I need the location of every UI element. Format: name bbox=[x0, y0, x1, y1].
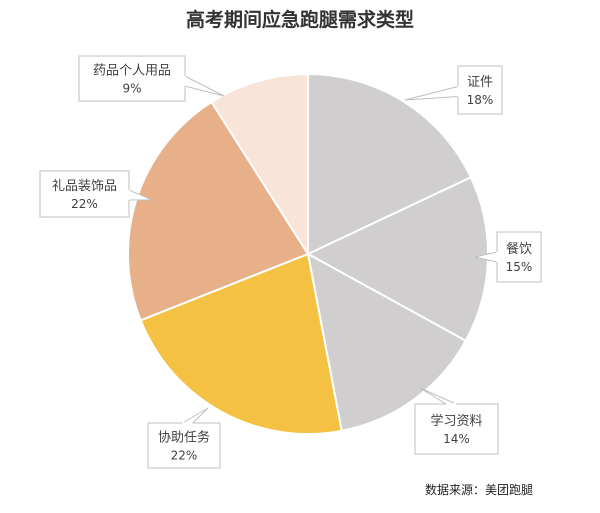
slice-label-name: 餐饮 bbox=[506, 241, 532, 257]
pie-slice-4 bbox=[139, 252, 343, 435]
slice-label-value: 9% bbox=[122, 82, 141, 96]
callout-4: 协助任务 22% bbox=[147, 407, 221, 469]
slice-label-value: 22% bbox=[171, 449, 198, 463]
slice-label-value: 15% bbox=[506, 260, 533, 274]
slice-label-value: 14% bbox=[443, 432, 470, 446]
callout-box bbox=[39, 170, 130, 218]
callout-pointer bbox=[180, 407, 209, 424]
slice-label-value: 18% bbox=[467, 93, 494, 107]
callout-6: 药品个人用品 9% bbox=[78, 55, 225, 102]
slice-label-name: 药品个人用品 bbox=[93, 64, 171, 79]
slice-label-name: 证件 bbox=[467, 75, 493, 90]
callout-3: 学习资料 14% bbox=[414, 387, 499, 455]
pie-slice-3 bbox=[306, 252, 468, 432]
callout-5: 礼品装饰品 22% bbox=[39, 170, 153, 218]
pie-slices bbox=[127, 72, 489, 435]
callout-pointer bbox=[404, 85, 459, 101]
source-note: 数据来源：美团跑腿 bbox=[425, 482, 533, 497]
pie-callouts: 证件 18% 餐饮 15% 学习资料 14% 协助任务 22% 礼品装饰品 22% 药品个人用品 9% bbox=[39, 55, 542, 469]
callout-1: 证件 18% bbox=[404, 65, 503, 115]
slice-label-name: 学习资料 bbox=[430, 413, 482, 429]
chart-title: 高考期间应急跑腿需求类型 bbox=[186, 8, 414, 31]
callout-box bbox=[414, 403, 499, 455]
pie-slice-1 bbox=[307, 72, 473, 256]
callout-2: 餐饮 15% bbox=[474, 231, 542, 283]
callout-box bbox=[496, 231, 542, 283]
slice-label-name: 礼品装饰品 bbox=[52, 178, 117, 194]
callout-box bbox=[78, 55, 186, 102]
slice-label-name: 协助任务 bbox=[158, 430, 210, 446]
slice-label-value: 22% bbox=[71, 197, 98, 211]
callout-pointer bbox=[184, 75, 225, 97]
pie-slice-6 bbox=[210, 72, 309, 258]
callout-pointer bbox=[419, 387, 457, 405]
callout-box bbox=[147, 422, 221, 469]
